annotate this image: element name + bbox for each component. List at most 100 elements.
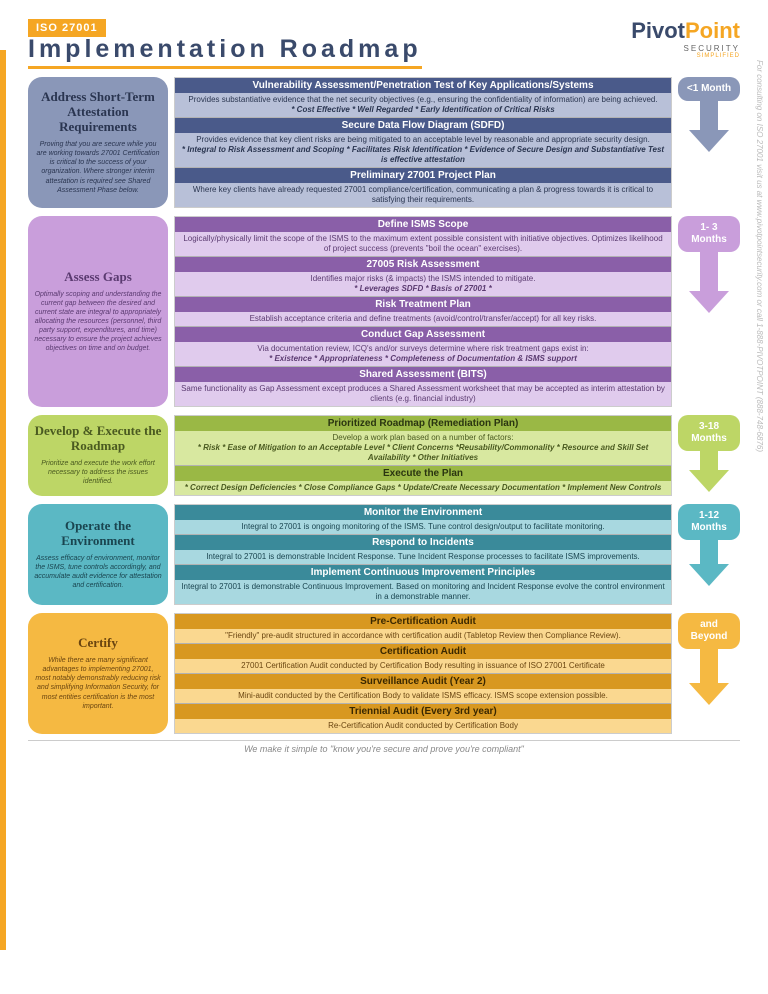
- roadmap-item: Implement Continuous Improvement Princip…: [175, 565, 671, 604]
- item-header: Execute the Plan: [175, 466, 671, 481]
- phase-label-5: Certify While there are many significant …: [28, 613, 168, 734]
- item-header: Risk Treatment Plan: [175, 297, 671, 312]
- item-header: Shared Assessment (BITS): [175, 367, 671, 382]
- phase-title: Develop & Execute the Roadmap: [34, 424, 162, 454]
- logo-word-1: Pivot: [631, 18, 685, 43]
- item-body: "Friendly" pre-audit structured in accor…: [175, 629, 671, 643]
- item-header: Monitor the Environment: [175, 505, 671, 520]
- item-header: Conduct Gap Assessment: [175, 327, 671, 342]
- roadmap-item: Respond to IncidentsIntegral to 27001 is…: [175, 535, 671, 565]
- item-header: Prioritized Roadmap (Remediation Plan): [175, 416, 671, 431]
- phase-row-3: Develop & Execute the Roadmap Prioritize …: [28, 415, 740, 496]
- item-body: Where key clients have already requested…: [175, 183, 671, 207]
- arrow-head-icon: [689, 130, 729, 152]
- item-header: Surveillance Audit (Year 2): [175, 674, 671, 689]
- arrow-stem-icon: [700, 252, 718, 292]
- roadmap-item: 27005 Risk AssessmentIdentifies major ri…: [175, 257, 671, 297]
- item-body: Integral to 27001 is ongoing monitoring …: [175, 520, 671, 534]
- page-container: For consulting on ISO 27001 visit us at …: [0, 0, 768, 764]
- content: Address Short-Term Attestation Requireme…: [28, 77, 740, 734]
- item-body: Develop a work plan based on a number of…: [175, 431, 671, 465]
- timeline-2: 1- 3 Months: [678, 216, 740, 407]
- timeline-label: <1 Month: [678, 77, 740, 101]
- phase-desc: While there are many significant advanta…: [34, 656, 162, 711]
- phase-desc: Optimally scoping and understanding the …: [34, 290, 162, 354]
- item-header: Certification Audit: [175, 644, 671, 659]
- item-header: 27005 Risk Assessment: [175, 257, 671, 272]
- phase-desc: Assess efficacy of environment, monitor …: [34, 554, 162, 590]
- phase-label-1: Address Short-Term Attestation Requireme…: [28, 77, 168, 208]
- arrow-head-icon: [689, 564, 729, 586]
- timeline-1: <1 Month: [678, 77, 740, 208]
- arrow-stem-icon: [700, 101, 718, 131]
- arrow-head-icon: [689, 291, 729, 313]
- roadmap-item: Triennial Audit (Every 3rd year)Re-Certi…: [175, 704, 671, 733]
- item-body: Provides evidence that key client risks …: [175, 133, 671, 167]
- item-body: Integral to 27001 is demonstrable Incide…: [175, 550, 671, 564]
- item-body: Re-Certification Audit conducted by Cert…: [175, 719, 671, 733]
- roadmap-item: Define ISMS ScopeLogically/physically li…: [175, 217, 671, 257]
- title-underline: [28, 66, 422, 69]
- roadmap-item: Certification Audit27001 Certification A…: [175, 644, 671, 674]
- logo-sub: SECURITY: [631, 44, 740, 53]
- phase-desc: Prioritize and execute the work effort n…: [34, 459, 162, 486]
- phase-items-3: Prioritized Roadmap (Remediation Plan)De…: [174, 415, 672, 496]
- main-title: Implementation Roadmap: [28, 35, 422, 64]
- phase-label-3: Develop & Execute the Roadmap Prioritize …: [28, 415, 168, 496]
- roadmap-item: Secure Data Flow Diagram (SDFD)Provides …: [175, 118, 671, 168]
- phase-title: Operate the Environment: [34, 519, 162, 549]
- roadmap-item: Monitor the EnvironmentIntegral to 27001…: [175, 505, 671, 535]
- item-body: Via documentation review, ICQ's and/or s…: [175, 342, 671, 366]
- phase-label-2: Assess Gaps Optimally scoping and underst…: [28, 216, 168, 407]
- phase-row-2: Assess Gaps Optimally scoping and underst…: [28, 216, 740, 407]
- phase-items-5: Pre-Certification Audit"Friendly" pre-au…: [174, 613, 672, 734]
- item-body: Mini-audit conducted by the Certificatio…: [175, 689, 671, 703]
- phase-row-1: Address Short-Term Attestation Requireme…: [28, 77, 740, 208]
- phase-items-1: Vulnerability Assessment/Penetration Tes…: [174, 77, 672, 208]
- arrow-head-icon: [689, 683, 729, 705]
- timeline-label: 1-12 Months: [678, 504, 740, 540]
- item-body: Same functionality as Gap Assessment exc…: [175, 382, 671, 406]
- roadmap-item: Preliminary 27001 Project PlanWhere key …: [175, 168, 671, 207]
- item-body: Integral to 27001 is demonstrable Contin…: [175, 580, 671, 604]
- arrow-stem-icon: [700, 540, 718, 565]
- logo-simplified: SIMPLIFIED: [631, 53, 740, 59]
- roadmap-item: Shared Assessment (BITS)Same functionali…: [175, 367, 671, 406]
- roadmap-item: Conduct Gap AssessmentVia documentation …: [175, 327, 671, 367]
- timeline-label: 1- 3 Months: [678, 216, 740, 252]
- phase-title: Assess Gaps: [34, 270, 162, 285]
- arrow-head-icon: [689, 470, 729, 492]
- logo: PivotPoint SECURITY SIMPLIFIED: [631, 18, 740, 59]
- item-header: Pre-Certification Audit: [175, 614, 671, 629]
- item-header: Preliminary 27001 Project Plan: [175, 168, 671, 183]
- phase-row-4: Operate the Environment Assess efficacy o…: [28, 504, 740, 605]
- item-header: Secure Data Flow Diagram (SDFD): [175, 118, 671, 133]
- arrow-stem-icon: [700, 451, 718, 471]
- roadmap-item: Pre-Certification Audit"Friendly" pre-au…: [175, 614, 671, 644]
- timeline-3: 3-18 Months: [678, 415, 740, 496]
- roadmap-item: Execute the Plan* Correct Design Deficie…: [175, 466, 671, 495]
- item-body: Provides substantiative evidence that th…: [175, 93, 671, 117]
- header: ISO 27001 Implementation Roadmap PivotPo…: [28, 18, 740, 69]
- logo-word-2: Point: [685, 18, 740, 43]
- item-header: Define ISMS Scope: [175, 217, 671, 232]
- item-body: 27001 Certification Audit conducted by C…: [175, 659, 671, 673]
- phase-title: Address Short-Term Attestation Requireme…: [34, 90, 162, 135]
- timeline-4: 1-12 Months: [678, 504, 740, 605]
- timeline-label: and Beyond: [678, 613, 740, 649]
- logo-main: PivotPoint: [631, 18, 740, 44]
- phase-desc: Proving that you are secure while you ar…: [34, 140, 162, 195]
- phase-items-4: Monitor the EnvironmentIntegral to 27001…: [174, 504, 672, 605]
- item-body: Establish acceptance criteria and define…: [175, 312, 671, 326]
- item-header: Triennial Audit (Every 3rd year): [175, 704, 671, 719]
- phase-label-4: Operate the Environment Assess efficacy o…: [28, 504, 168, 605]
- roadmap-item: Surveillance Audit (Year 2)Mini-audit co…: [175, 674, 671, 704]
- item-body: * Correct Design Deficiencies * Close Co…: [175, 481, 671, 495]
- side-contact-text: For consulting on ISO 27001 visit us at …: [755, 60, 764, 940]
- timeline-5: and Beyond: [678, 613, 740, 734]
- timeline-label: 3-18 Months: [678, 415, 740, 451]
- item-header: Respond to Incidents: [175, 535, 671, 550]
- item-body: Identifies major risks (& impacts) the I…: [175, 272, 671, 296]
- item-header: Implement Continuous Improvement Princip…: [175, 565, 671, 580]
- phase-title: Certify: [34, 636, 162, 651]
